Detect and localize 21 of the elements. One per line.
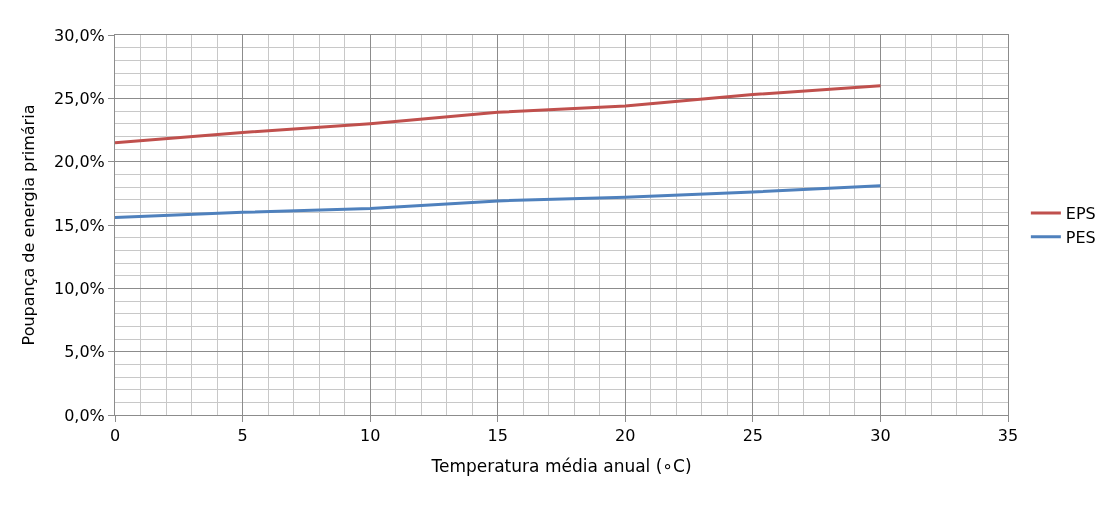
x-tick-label: 0 bbox=[109, 426, 121, 446]
x-tick-label: 30 bbox=[870, 426, 891, 446]
line-series bbox=[115, 184, 882, 219]
x-tick-label: 20 bbox=[615, 426, 636, 446]
legend-label: EPS bbox=[1065, 204, 1096, 224]
y-tick-label: 5,0% bbox=[64, 342, 105, 362]
x-tick-label: 5 bbox=[237, 426, 248, 446]
y-tick-label: 10,0% bbox=[53, 278, 105, 298]
x-tick-label: 25 bbox=[742, 426, 764, 446]
x-tick-label: 15 bbox=[487, 426, 508, 446]
line-series bbox=[115, 84, 882, 145]
y-tick-label: 20,0% bbox=[53, 152, 105, 172]
y-tick-label: 25,0% bbox=[53, 88, 105, 108]
y-tick-label: 0,0% bbox=[64, 405, 105, 425]
y-axis-title: Poupança de energia primária bbox=[18, 104, 38, 346]
x-axis-title: Temperatura média anual (∘C) bbox=[430, 455, 692, 476]
y-tick-label: 30,0% bbox=[53, 25, 105, 45]
x-tick-label: 35 bbox=[997, 426, 1019, 446]
legend-label: PES bbox=[1065, 227, 1096, 247]
x-tick-label: 10 bbox=[359, 426, 381, 446]
y-tick-label: 15,0% bbox=[53, 215, 105, 235]
